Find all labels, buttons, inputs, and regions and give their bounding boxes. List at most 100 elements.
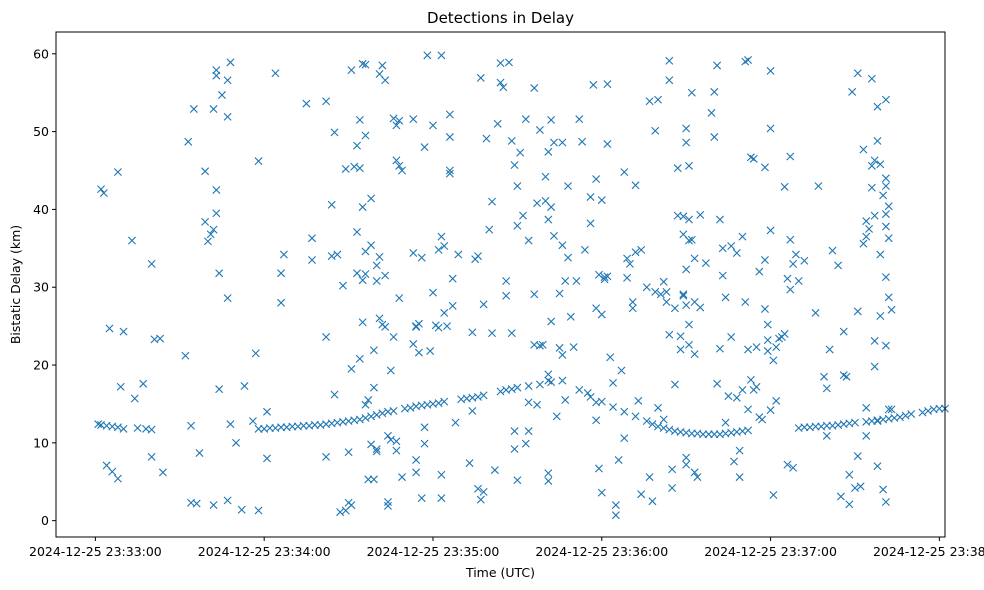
data-point — [206, 230, 215, 239]
data-point — [682, 138, 691, 147]
data-point — [620, 407, 629, 416]
data-point — [730, 457, 738, 466]
data-point — [372, 261, 381, 270]
data-point — [383, 497, 392, 506]
data-point — [398, 166, 407, 175]
data-point — [668, 483, 677, 492]
data-point — [887, 305, 896, 314]
x-tick-label: 2024-12-25 23:33:00 — [29, 544, 162, 559]
data-point — [440, 397, 449, 406]
data-point — [215, 269, 224, 278]
data-point — [766, 226, 775, 235]
data-point — [549, 138, 558, 147]
data-point — [884, 293, 893, 302]
data-point — [479, 300, 488, 309]
data-point — [378, 61, 387, 70]
data-point — [713, 379, 722, 388]
data-point — [558, 350, 567, 359]
data-point — [277, 423, 286, 432]
data-point — [763, 320, 772, 329]
data-point — [715, 215, 724, 224]
data-point — [541, 172, 550, 181]
data-point — [659, 277, 668, 286]
data-point — [687, 235, 696, 244]
data-point — [592, 175, 601, 184]
data-point — [870, 156, 879, 165]
data-point — [507, 329, 516, 338]
data-point — [156, 334, 165, 343]
data-point — [333, 250, 342, 259]
data-point — [744, 345, 753, 354]
data-point — [215, 385, 224, 394]
data-point — [240, 382, 249, 391]
data-point — [713, 61, 722, 70]
data-point — [814, 182, 823, 191]
data-point — [620, 168, 629, 177]
data-point — [488, 197, 497, 206]
data-point — [223, 496, 232, 505]
data-point — [710, 87, 719, 96]
data-point — [445, 110, 454, 119]
data-point — [499, 83, 508, 92]
data-point — [789, 463, 798, 472]
data-point — [881, 497, 890, 506]
data-point — [147, 452, 156, 461]
data-point — [710, 430, 719, 439]
data-point — [338, 281, 347, 290]
data-point — [696, 303, 705, 312]
data-point — [659, 415, 668, 424]
data-point — [645, 97, 654, 106]
data-point — [369, 346, 378, 355]
data-point — [209, 105, 218, 114]
data-point — [417, 494, 426, 503]
data-point — [687, 88, 696, 97]
data-point — [322, 333, 331, 342]
data-point — [209, 501, 218, 510]
x-axis: 2024-12-25 23:33:00 2024-12-25 23:34:00 20… — [29, 537, 984, 559]
data-point — [693, 473, 702, 482]
data-point — [648, 497, 657, 506]
data-point — [530, 84, 539, 93]
data-point — [718, 244, 727, 253]
data-point — [873, 417, 882, 426]
data-point — [682, 124, 691, 133]
data-point — [822, 384, 831, 393]
data-point — [791, 250, 800, 259]
data-point — [263, 407, 271, 416]
data-point — [735, 473, 744, 482]
data-point — [580, 245, 589, 254]
data-point — [935, 404, 944, 413]
data-point — [575, 385, 584, 394]
data-point — [341, 164, 350, 173]
data-point — [614, 455, 623, 464]
data-point — [538, 340, 547, 349]
data-point — [437, 51, 446, 60]
data-point — [147, 259, 156, 268]
data-point — [820, 372, 829, 381]
data-point — [181, 351, 190, 360]
data-point — [578, 137, 587, 146]
data-point — [867, 183, 876, 192]
data-point — [555, 343, 564, 352]
data-point — [755, 267, 764, 276]
data-point — [420, 439, 429, 448]
data-point — [133, 424, 142, 433]
data-point — [119, 327, 128, 336]
data-point — [271, 69, 280, 78]
data-point — [558, 376, 567, 385]
data-point — [392, 446, 401, 455]
data-point — [603, 272, 612, 281]
data-point — [353, 227, 362, 236]
data-point — [533, 199, 542, 208]
data-point — [721, 418, 730, 427]
data-point — [510, 445, 519, 454]
y-tick-label: 50 — [33, 124, 49, 139]
data-point — [645, 473, 654, 482]
data-point — [451, 418, 460, 427]
data-point — [248, 417, 257, 426]
chart-title: Detections in Delay — [427, 9, 574, 27]
data-point — [212, 209, 221, 218]
data-point — [524, 236, 533, 245]
data-point — [434, 323, 443, 332]
